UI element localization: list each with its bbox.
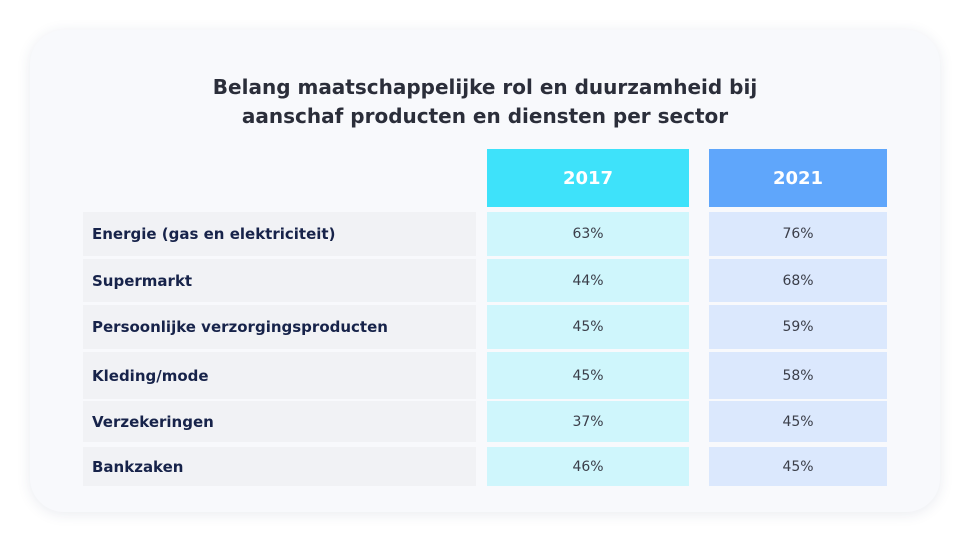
- table-cell-2021: 45%: [709, 401, 887, 442]
- table-cell-2017: 44%: [487, 259, 689, 302]
- chart-title-line-2: aanschaf producten en diensten per secto…: [241, 104, 729, 128]
- table-cell-2017: 45%: [487, 352, 689, 399]
- row-label: Supermarkt: [83, 259, 476, 302]
- row-label: Verzekeringen: [83, 401, 476, 442]
- table-cell-2021: 58%: [709, 352, 887, 399]
- table-cell-2021: 76%: [709, 212, 887, 256]
- column-header-2021: 2021: [709, 149, 887, 207]
- table-cell-2017: 63%: [487, 212, 689, 256]
- chart-title: Belang maatschappelijke rol en duurzamhe…: [30, 73, 940, 131]
- chart-title-line-1: Belang maatschappelijke rol en duurzamhe…: [212, 75, 758, 99]
- column-header-2017: 2017: [487, 149, 689, 207]
- table-cell-2017: 37%: [487, 401, 689, 442]
- row-label: Kleding/mode: [83, 352, 476, 399]
- table-cell-2021: 68%: [709, 259, 887, 302]
- table-cell-2017: 45%: [487, 305, 689, 349]
- row-label: Persoonlijke verzorgingsproducten: [83, 305, 476, 349]
- table-cell-2017: 46%: [487, 447, 689, 486]
- table-cell-2021: 59%: [709, 305, 887, 349]
- row-label: Bankzaken: [83, 447, 476, 486]
- table-cell-2021: 45%: [709, 447, 887, 486]
- row-label: Energie (gas en elektriciteit): [83, 212, 476, 256]
